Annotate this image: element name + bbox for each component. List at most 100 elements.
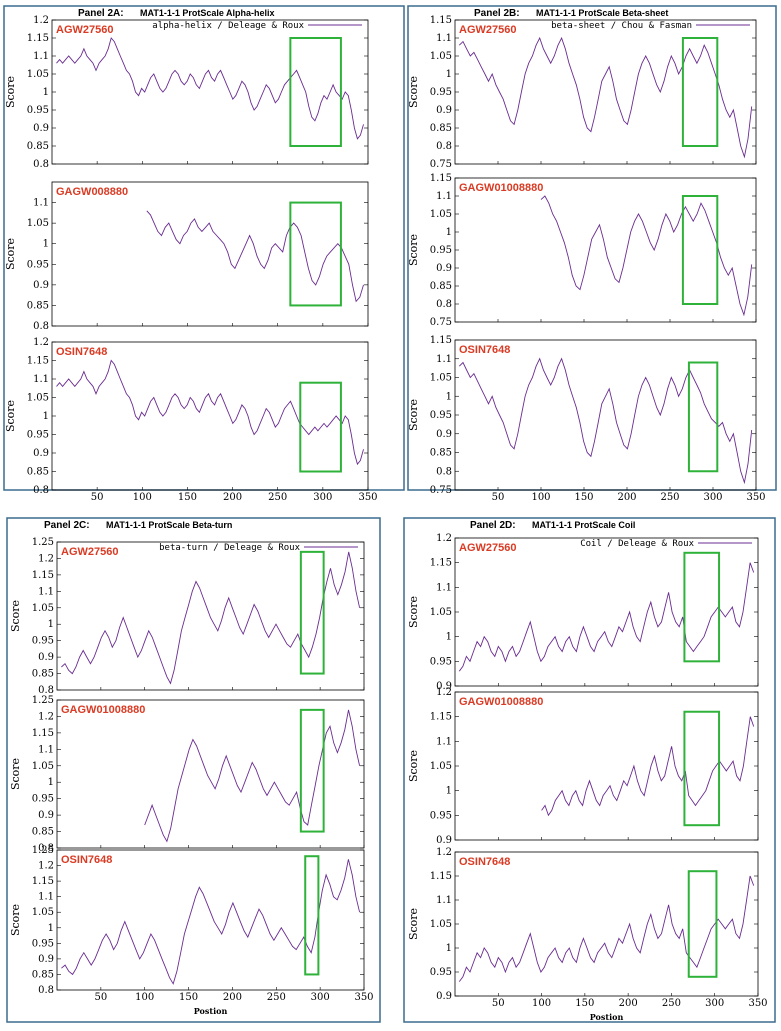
y-tick-label: 0.9 (436, 835, 452, 846)
y-tick-label: 1 (446, 786, 452, 797)
y-tick-label: 1.05 (430, 209, 452, 220)
y-tick-label: 1.2 (436, 687, 452, 698)
chart-agw27560: 0.75 0.8 0.85 0.9 0.95 1 1.05 1.1 1.15 Score AGW27… (407, 15, 757, 170)
x-tick-label: 200 (617, 492, 636, 503)
highlight-box (681, 195, 719, 305)
y-tick-label: 0.9 (436, 681, 452, 692)
chart-gagw01008880: 0.75 0.8 0.85 0.9 0.95 1 1.05 1.1 1.15 Score GAGW0… (407, 173, 757, 328)
y-tick-label: 0.95 (430, 656, 452, 667)
y-tick-label: 0.95 (430, 410, 452, 421)
y-tick-label: 1.05 (32, 603, 54, 614)
y-tick-label: 0.85 (430, 123, 452, 134)
x-axis-title: Postion (194, 1006, 228, 1016)
protein-label: OSIN7648 (56, 346, 107, 358)
protein-label: GAGW01008880 (459, 696, 543, 708)
y-tick-label: 1.1 (436, 33, 452, 44)
x-tick-label: 250 (660, 492, 679, 503)
y-tick-label: 0.95 (430, 967, 452, 978)
y-tick-label: 0.75 (430, 485, 452, 496)
series-line (458, 357, 753, 485)
y-tick-label: 1.1 (38, 744, 54, 755)
y-tick-label: 0.9 (33, 123, 49, 134)
y-tick-label: 0.9 (436, 429, 452, 440)
y-tick-label: 1.1 (436, 895, 452, 906)
protein-label: OSIN7648 (459, 856, 510, 868)
y-tick-label: 1.1 (436, 736, 452, 747)
panel-2c: Panel 2C: MAT1-1-1 ProtScale Beta-turn 0.8… (6, 517, 381, 1023)
series-line (541, 716, 755, 817)
series-line (458, 562, 755, 672)
y-tick-label: 0.85 (32, 827, 54, 838)
y-tick-label: 1.1 (33, 374, 49, 385)
x-tick-label: 350 (748, 998, 767, 1009)
y-tick-label: 1.05 (27, 218, 49, 229)
y-tick-label: 1.25 (32, 845, 54, 856)
y-tick-label: 0.95 (430, 810, 452, 821)
y-tick-label: 1 (48, 777, 54, 788)
y-tick-label: 1.1 (436, 354, 452, 365)
y-tick-label: 0.9 (33, 448, 49, 459)
y-tick-label: 0.9 (436, 991, 452, 1002)
y-tick-label: 1.2 (38, 861, 54, 872)
x-tick-label: 200 (223, 992, 242, 1003)
x-axis-title: Postion (590, 1012, 624, 1022)
legend-text: alpha-helix / Deleage & Roux (152, 21, 304, 31)
y-tick-label: 0.8 (38, 843, 54, 854)
x-tick-label: 50 (91, 492, 104, 503)
y-tick-label: 1 (446, 391, 452, 402)
panel-frame (6, 517, 381, 1023)
y-tick-label: 0.85 (27, 300, 49, 311)
x-tick-label: 50 (492, 998, 505, 1009)
y-tick-label: 1.05 (32, 761, 54, 772)
y-tick-label: 0.8 (436, 299, 452, 310)
x-tick-label: 100 (532, 998, 551, 1009)
highlight-box (687, 870, 718, 978)
y-tick-label: 0.95 (430, 87, 452, 98)
y-tick-label: 1.1 (436, 582, 452, 593)
plot-frame (51, 181, 369, 327)
highlight-box (681, 37, 719, 147)
plot-frame (454, 851, 759, 997)
y-axis-label: Score (9, 904, 22, 936)
y-tick-label: 1 (446, 632, 452, 643)
y-tick-label: 0.8 (436, 141, 452, 152)
y-tick-label: 1 (446, 69, 452, 80)
plot-frame (56, 699, 365, 849)
panel-label: Panel 2B: (474, 8, 520, 19)
y-axis-label: Score (4, 238, 17, 270)
x-tick-label: 50 (492, 492, 505, 503)
y-tick-label: 0.85 (32, 669, 54, 680)
y-tick-label: 1.15 (27, 33, 49, 44)
x-tick-label: 100 (531, 492, 550, 503)
x-tick-label: 350 (746, 492, 765, 503)
chart-osin7648: 0.9 0.95 1 1.05 1.1 1.15 1.2 Score OSIN7648 (407, 847, 759, 1002)
y-tick-label: 1.2 (33, 15, 49, 26)
series-line (540, 195, 753, 317)
y-tick-label: 0.95 (32, 938, 54, 949)
x-tick-label: 100 (135, 992, 154, 1003)
panel-frame (407, 5, 777, 491)
panel-label: Panel 2C: (44, 520, 90, 531)
y-axis-label: Score (9, 758, 22, 790)
y-tick-label: 1.15 (430, 558, 452, 569)
series-line (61, 551, 361, 685)
plot-frame (51, 341, 369, 491)
panel-subtitle: MAT1-1-1 ProtScale Coil (532, 520, 635, 530)
x-tick-label: 300 (703, 492, 722, 503)
y-axis-label: Score (407, 750, 420, 782)
y-tick-label: 0.9 (436, 263, 452, 274)
plot-frame (454, 537, 759, 687)
series-line (144, 709, 361, 843)
chart-gagw01008880: 0.9 0.95 1 1.05 1.1 1.15 1.2 Score GAGW01008880 (407, 687, 759, 846)
x-tick-label: 100 (133, 492, 152, 503)
panel-subtitle: MAT1-1-1 ProtScale Beta-sheet (536, 8, 668, 18)
y-tick-label: 1.05 (430, 373, 452, 384)
y-tick-label: 0.95 (430, 245, 452, 256)
y-tick-label: 1.05 (430, 761, 452, 772)
y-tick-label: 0.9 (38, 954, 54, 965)
y-tick-label: 1.05 (430, 607, 452, 618)
y-tick-label: 0.75 (430, 159, 452, 170)
protein-label: AGW27560 (61, 546, 118, 558)
x-tick-label: 150 (575, 998, 594, 1009)
